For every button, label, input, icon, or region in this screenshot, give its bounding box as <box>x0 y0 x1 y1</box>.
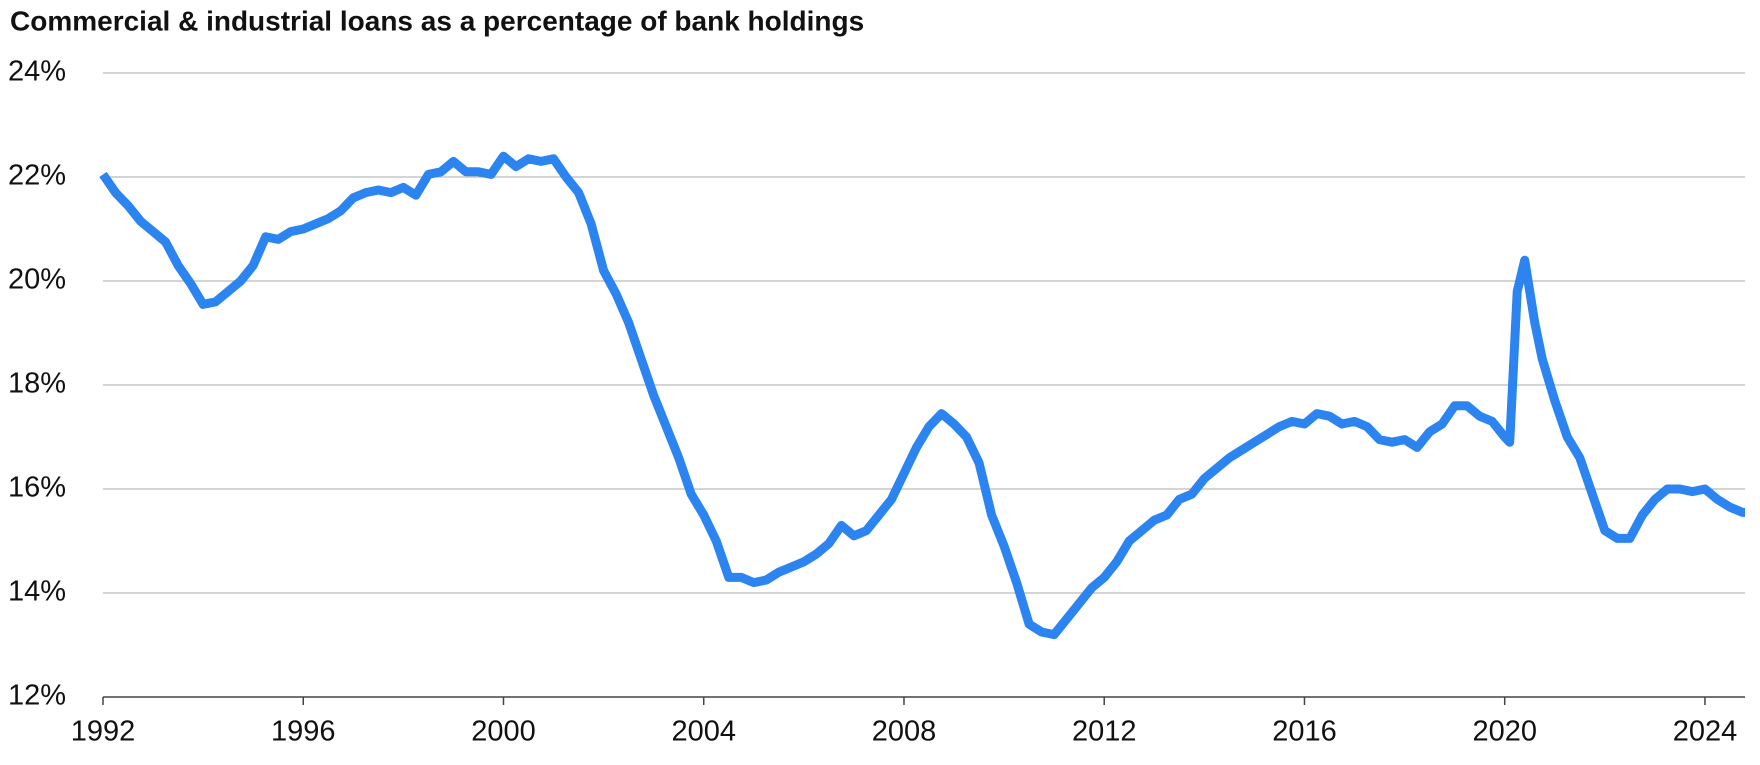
y-tick-label: 20% <box>8 264 66 296</box>
x-tick-label: 1996 <box>271 716 336 748</box>
y-tick-label: 18% <box>8 368 66 400</box>
x-tick-label: 2016 <box>1272 716 1337 748</box>
x-tick-label: 2008 <box>872 716 937 748</box>
x-tick-label: 2020 <box>1472 716 1537 748</box>
data-line <box>99 151 1747 640</box>
x-tick-label: 2004 <box>671 716 736 748</box>
x-tick-label: 2024 <box>1673 716 1738 748</box>
y-tick-label: 12% <box>8 680 66 712</box>
x-tick-label: 1992 <box>71 716 136 748</box>
y-tick-label: 22% <box>8 160 66 192</box>
y-tick-label: 24% <box>8 56 66 88</box>
x-tick-label: 2012 <box>1072 716 1137 748</box>
chart-title: Commercial & industrial loans as a perce… <box>10 5 864 36</box>
y-tick-label: 14% <box>8 576 66 608</box>
y-tick-label: 16% <box>8 472 66 504</box>
x-tick-label: 2000 <box>471 716 536 748</box>
